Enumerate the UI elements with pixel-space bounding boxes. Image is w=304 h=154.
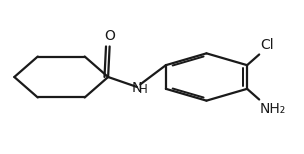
- Text: O: O: [104, 29, 115, 43]
- Text: NH₂: NH₂: [260, 102, 286, 116]
- Text: Cl: Cl: [260, 38, 274, 52]
- Text: H: H: [139, 83, 148, 96]
- Text: N: N: [132, 81, 142, 95]
